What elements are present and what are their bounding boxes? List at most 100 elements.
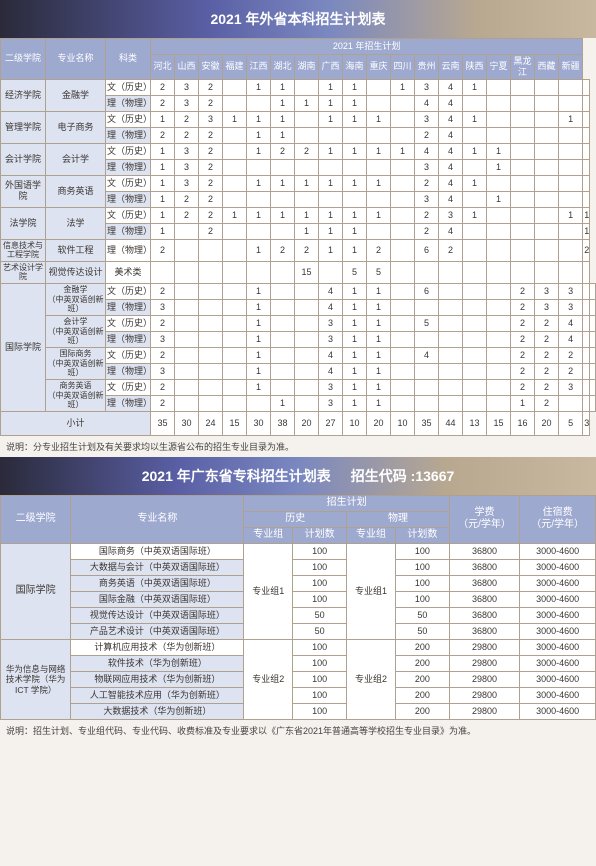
cell: 国际金融（中英双语国际班） <box>71 591 244 607</box>
province-cell: 福建 <box>223 55 247 80</box>
cell <box>295 127 319 143</box>
cell <box>391 299 415 315</box>
cell <box>367 223 391 239</box>
cell: 1 <box>247 127 271 143</box>
cell: 文（历史） <box>106 79 151 95</box>
cell <box>247 159 271 175</box>
cell <box>223 95 247 111</box>
cell: 法学院 <box>1 207 46 239</box>
t2-hdr-history: 历史 <box>244 511 347 527</box>
cell <box>247 223 271 239</box>
cell <box>391 223 415 239</box>
cell <box>295 283 319 299</box>
cell: 30 <box>247 411 271 435</box>
cell <box>487 395 511 411</box>
cell: 2 <box>199 191 223 207</box>
cell: 1 <box>343 283 367 299</box>
cell <box>271 347 295 363</box>
cell: 会计学 <box>46 143 106 175</box>
cell: 2 <box>199 95 223 111</box>
cell: 1 <box>367 331 391 347</box>
cell <box>589 347 595 363</box>
table2-code: 招生代码 :13667 <box>351 466 454 486</box>
cell: 3 <box>151 331 175 347</box>
cell <box>511 223 535 239</box>
cell <box>391 315 415 331</box>
cell: 2 <box>559 347 583 363</box>
cell: 4 <box>439 111 463 127</box>
cell: 3000-4600 <box>520 607 596 623</box>
cell: 2 <box>511 379 535 395</box>
cell: 4 <box>415 95 439 111</box>
cell: 物联网应用技术（华为创新班） <box>71 671 244 687</box>
cell: 4 <box>439 175 463 191</box>
cell: 商务英语 （中英双语创新班） <box>46 379 106 411</box>
cell <box>247 95 271 111</box>
province-cell: 广西 <box>319 55 343 80</box>
cell <box>271 283 295 299</box>
cell <box>439 331 463 347</box>
t2-hdr-count-h: 计划数 <box>293 527 347 543</box>
cell: 2 <box>295 143 319 159</box>
cell: 会计学院 <box>1 143 46 175</box>
cell: 国际商务（中英双语国际班） <box>71 543 244 559</box>
cell <box>223 127 247 143</box>
cell: 2 <box>511 363 535 379</box>
cell <box>343 159 367 175</box>
cell <box>175 347 199 363</box>
cell <box>487 363 511 379</box>
cell: 1 <box>295 207 319 223</box>
cell: 1 <box>223 111 247 127</box>
cell: 2 <box>151 315 175 331</box>
cell <box>295 159 319 175</box>
cell: 2 <box>199 223 223 239</box>
cell: 2 <box>511 283 535 299</box>
cell: 1 <box>511 395 535 411</box>
cell: 1 <box>463 79 487 95</box>
cell: 100 <box>293 575 347 591</box>
cell <box>589 299 595 315</box>
cell: 3000-4600 <box>520 543 596 559</box>
cell: 1 <box>319 111 343 127</box>
cell <box>391 159 415 175</box>
table1-body: 经济学院金融学文（历史）23211111341理（物理）232111144管理学… <box>1 79 596 435</box>
cell <box>589 283 595 299</box>
cell: 4 <box>319 347 343 363</box>
cell: 100 <box>395 575 449 591</box>
cell <box>487 111 511 127</box>
cell: 理（物理） <box>106 191 151 207</box>
cell: 2 <box>175 191 199 207</box>
cell: 产品艺术设计（中英双语国际班） <box>71 623 244 639</box>
cell: 2 <box>535 347 559 363</box>
cell <box>175 223 199 239</box>
cell <box>391 395 415 411</box>
province-cell: 宁夏 <box>487 55 511 80</box>
cell: 1 <box>463 111 487 127</box>
cell: 100 <box>395 591 449 607</box>
cell: 100 <box>395 559 449 575</box>
cell: 44 <box>439 411 463 435</box>
cell <box>271 159 295 175</box>
cell: 1 <box>583 207 589 223</box>
province-cell: 山西 <box>175 55 199 80</box>
cell <box>415 379 439 395</box>
cell <box>367 95 391 111</box>
cell: 5 <box>559 411 583 435</box>
cell: 美术类 <box>106 261 151 283</box>
cell <box>439 363 463 379</box>
cell <box>223 379 247 395</box>
cell: 1 <box>343 379 367 395</box>
cell: 文（历史） <box>106 143 151 159</box>
cell <box>175 363 199 379</box>
cell <box>391 363 415 379</box>
cell <box>223 363 247 379</box>
cell: 3 <box>415 159 439 175</box>
cell: 3000-4600 <box>520 655 596 671</box>
cell: 4 <box>439 159 463 175</box>
cell: 3000-4600 <box>520 703 596 719</box>
cell <box>319 191 343 207</box>
cell <box>511 111 535 127</box>
cell: 1 <box>367 315 391 331</box>
cell: 4 <box>319 283 343 299</box>
cell: 4 <box>439 127 463 143</box>
